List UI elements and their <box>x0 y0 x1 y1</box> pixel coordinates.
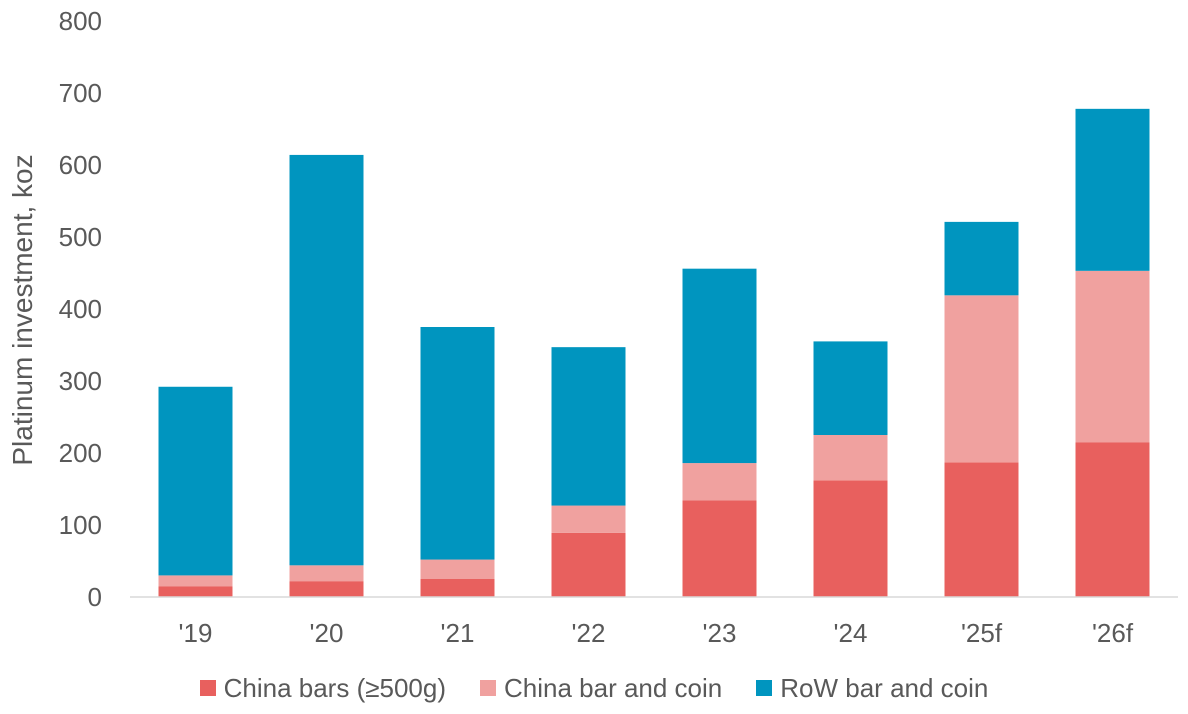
x-axis-ticks: '19 '20 '21 '22 '23 '24 '25f '26f <box>179 618 1134 648</box>
bar-row-bar-coin <box>1075 108 1150 271</box>
legend-label-row-bar-coin: RoW bar and coin <box>780 672 989 703</box>
bar-china-bar-coin <box>1075 270 1150 443</box>
legend-label-china-bar-coin: China bar and coin <box>504 672 723 703</box>
y-tick-label: 0 <box>88 582 102 612</box>
y-tick-label: 100 <box>59 510 102 540</box>
y-tick-label: 400 <box>59 294 102 324</box>
bar-china-bars <box>813 480 888 597</box>
bar-china-bars <box>551 532 626 597</box>
bar-stacks <box>158 108 1150 597</box>
legend-swatch-row-bar-coin <box>756 680 773 696</box>
x-tick-label: '26f <box>1092 618 1134 648</box>
bar-row-bar-coin <box>289 154 364 566</box>
bar-row-bar-coin <box>158 386 233 576</box>
x-tick-label: '23 <box>703 618 737 648</box>
legend: China bars (≥500g) China bar and coin Ro… <box>0 668 1188 708</box>
legend-label-china-bars: China bars (≥500g) <box>223 672 446 703</box>
bar-china-bars <box>158 586 233 597</box>
x-tick-label: '25f <box>961 618 1003 648</box>
y-tick-label: 300 <box>59 366 102 396</box>
bar-row-bar-coin <box>420 327 495 560</box>
bar-china-bar-coin <box>682 463 757 501</box>
x-tick-label: '20 <box>310 618 344 648</box>
bar-china-bar-coin <box>420 559 495 579</box>
legend-swatch-china-bar-coin <box>480 680 496 696</box>
bar-row-bar-coin <box>944 221 1019 296</box>
y-tick-label: 800 <box>59 6 102 36</box>
bar-china-bars <box>1075 442 1150 597</box>
stacked-bar-chart: 0 100 200 300 400 500 600 700 800 '19 '20 '21 '22 '2… <box>7 6 1178 648</box>
bar-china-bar-coin <box>813 435 888 481</box>
bar-china-bar-coin <box>944 295 1019 463</box>
x-tick-label: '19 <box>179 618 213 648</box>
x-tick-label: '24 <box>834 618 868 648</box>
bar-china-bar-coin <box>289 565 364 582</box>
bar-china-bars <box>420 579 495 597</box>
bar-row-bar-coin <box>551 347 626 506</box>
bar-china-bar-coin <box>158 575 233 587</box>
legend-item-row-bar-coin: RoW bar and coin <box>756 673 988 704</box>
y-axis-label: Platinum investment, koz <box>7 154 38 465</box>
legend-item-china-bar-coin: China bar and coin <box>480 673 722 704</box>
bar-row-bar-coin <box>682 268 757 464</box>
y-axis-ticks: 0 100 200 300 400 500 600 700 800 <box>59 6 102 612</box>
y-tick-label: 600 <box>59 150 102 180</box>
bar-china-bar-coin <box>551 505 626 533</box>
bar-china-bars <box>944 462 1019 597</box>
y-tick-label: 500 <box>59 222 102 252</box>
bar-china-bars <box>682 500 757 597</box>
bar-row-bar-coin <box>813 341 888 435</box>
legend-swatch-china-bars <box>199 680 216 696</box>
bar-china-bars <box>289 581 364 597</box>
y-tick-label: 200 <box>59 438 102 468</box>
x-tick-label: '21 <box>441 618 475 648</box>
legend-item-china-bars: China bars (≥500g) <box>199 672 446 704</box>
y-tick-label: 700 <box>59 78 102 108</box>
x-tick-label: '22 <box>572 618 606 648</box>
